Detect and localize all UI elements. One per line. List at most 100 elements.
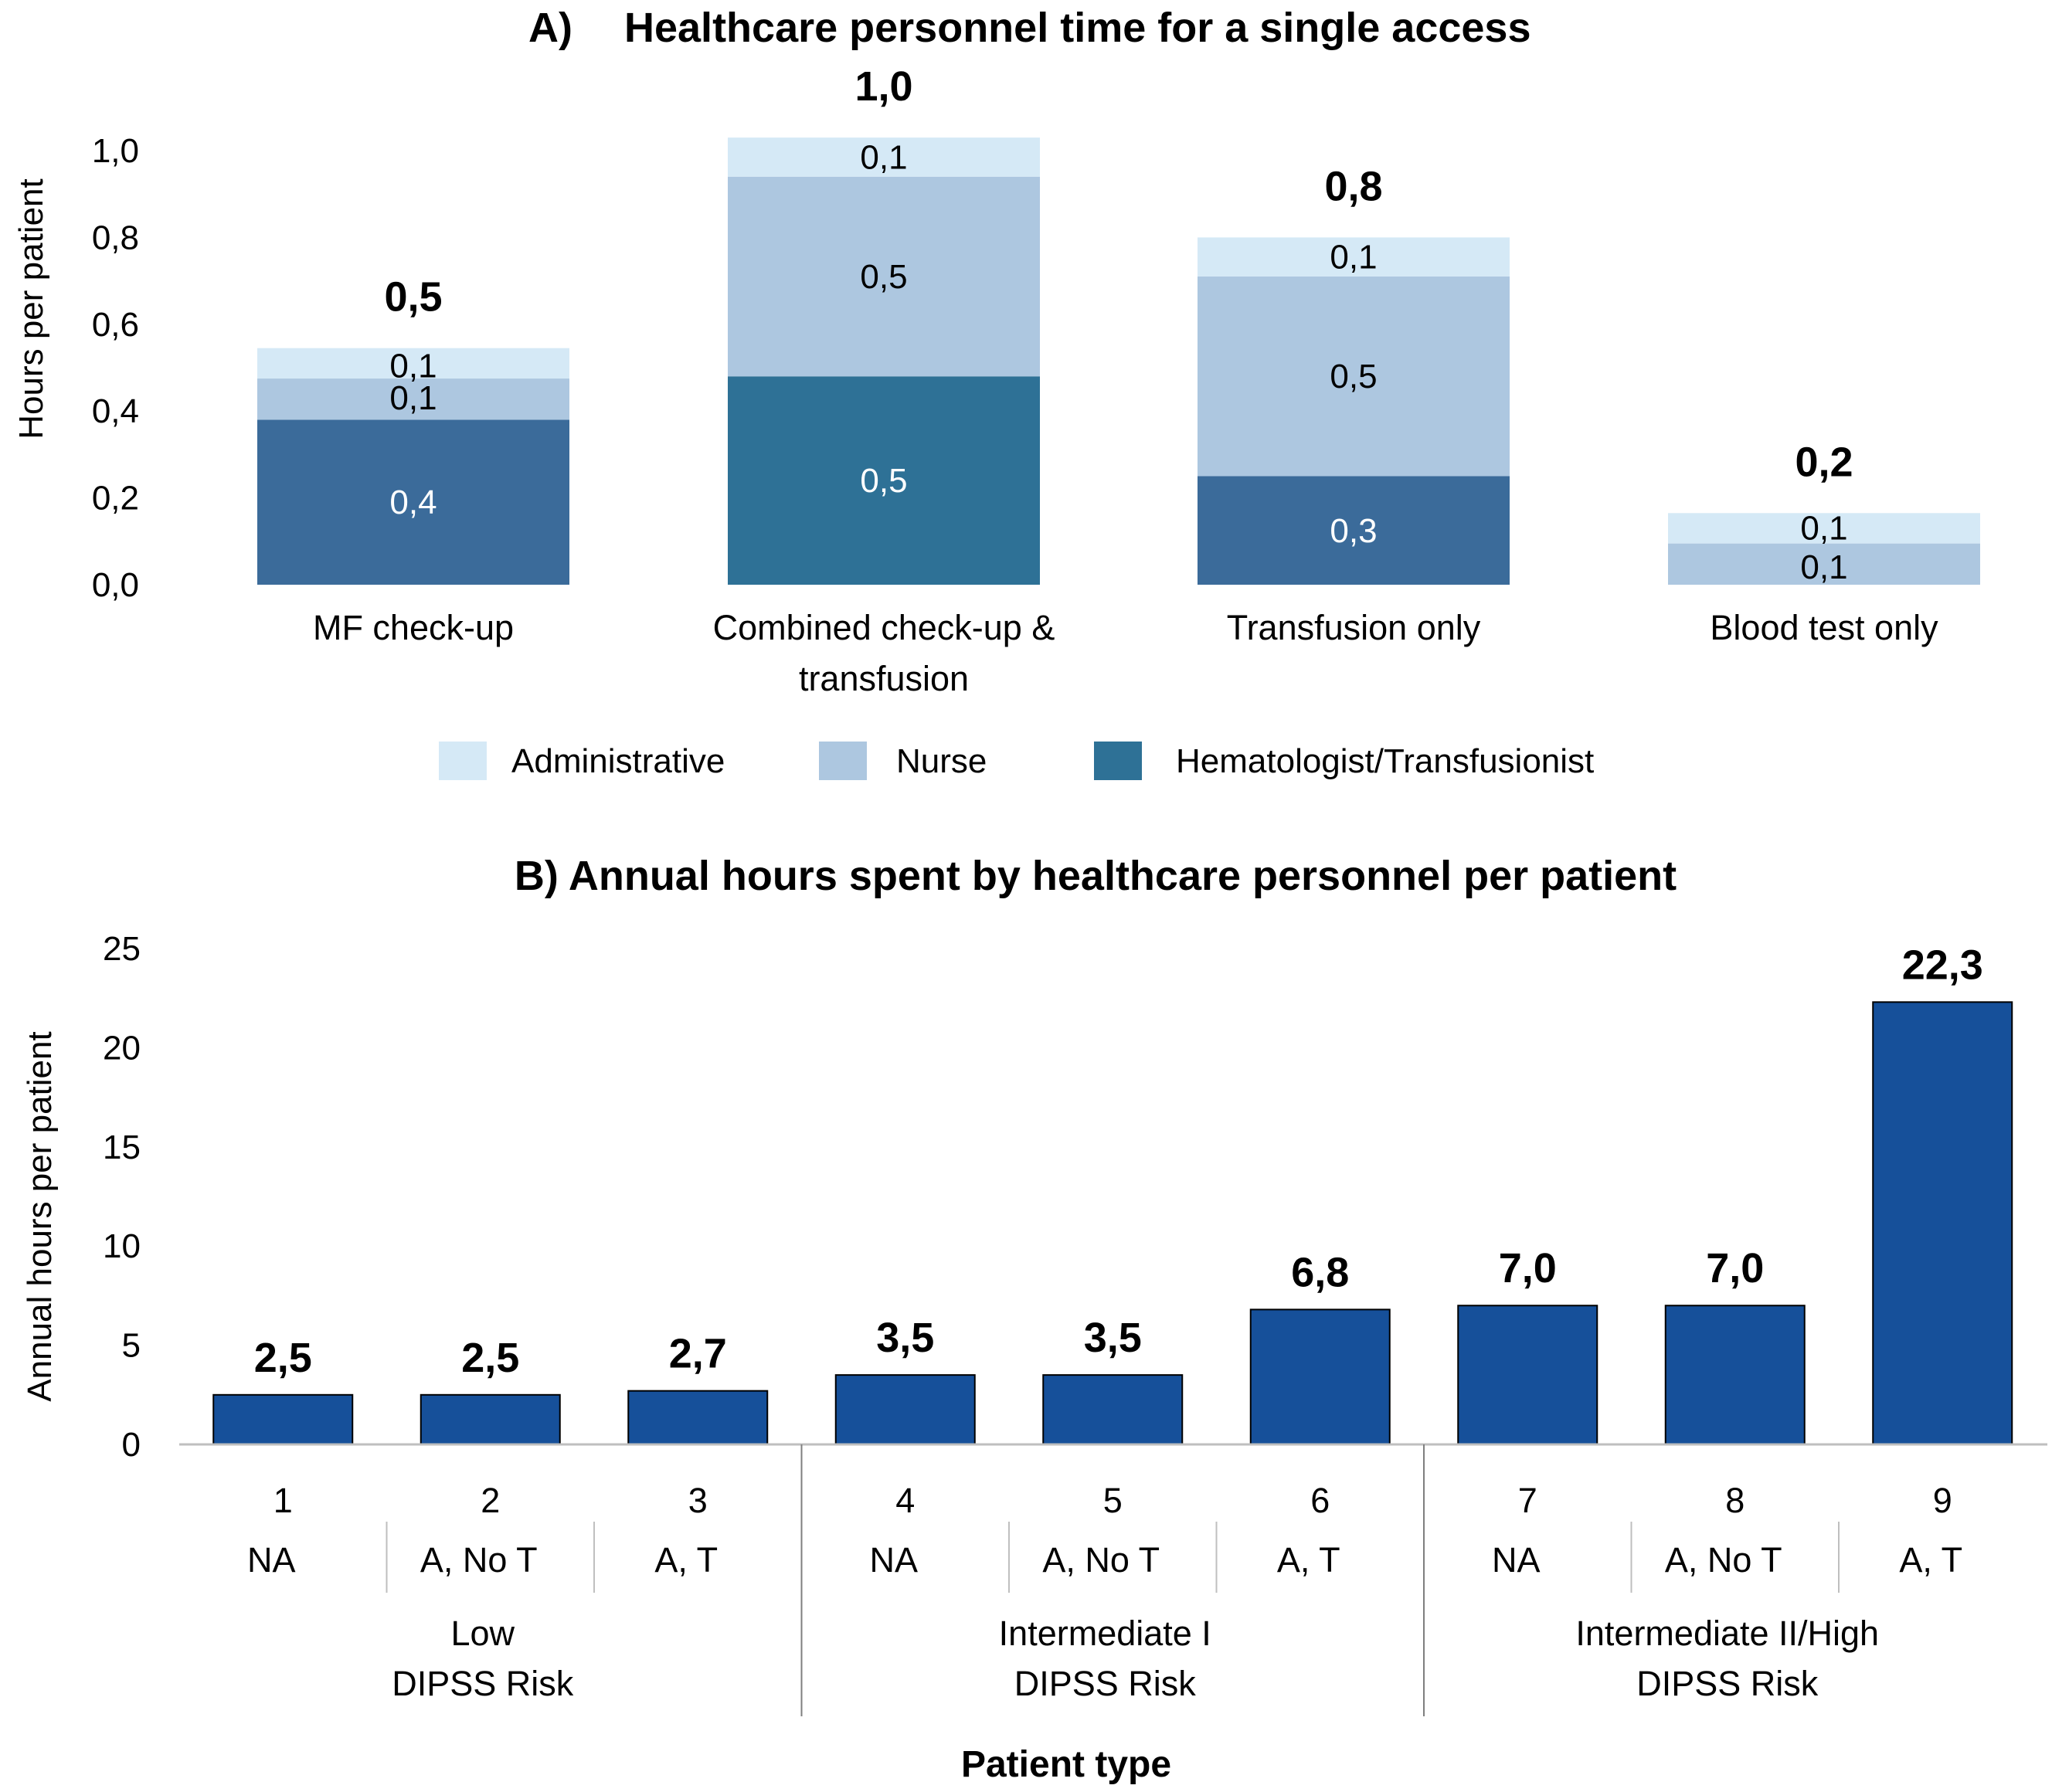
panel-b-value-label: 7,0 (1706, 1245, 1764, 1291)
panel-b-group-labels: Low DIPSS Risk Intermediate I DIPSS Risk Int… (392, 1614, 1879, 1703)
panel-a: A) Healthcare personnel time for a singl… (12, 5, 1980, 780)
panel-b-subcategory-label: NA (869, 1540, 918, 1580)
panel-a-y-tick-label: 1,0 (92, 132, 139, 170)
panel-b-group-label: Intermediate II/High (1575, 1614, 1879, 1653)
panel-a-y-tick-label: 0,6 (92, 306, 139, 344)
panel-b-bar (627, 1390, 769, 1445)
panel-b-category-number: 7 (1518, 1481, 1537, 1520)
panel-b-bar (1042, 1374, 1184, 1445)
panel-a-segment-value-label: 0,3 (1330, 512, 1377, 550)
legend-label-administrative: Administrative (511, 742, 725, 780)
panel-b-title: B) Annual hours spent by healthcare pers… (515, 853, 1677, 899)
panel-b-subcategory-label: A, T (654, 1540, 718, 1580)
panel-b-x-axis-label: Patient type (961, 1744, 1171, 1785)
panel-b-group-label: DIPSS Risk (392, 1664, 574, 1703)
panel-b-dividers (386, 1444, 1840, 1716)
panel-b-bar (1872, 1001, 2013, 1446)
panel-a-segment-value-label: 0,1 (389, 379, 437, 417)
panel-b-value-label: 3,5 (876, 1315, 934, 1361)
legend-label-hematologist: Hematologist/Transfusionist (1176, 742, 1594, 780)
panel-a-segment-value-label: 0,4 (389, 484, 437, 521)
panel-b-y-tick-label: 5 (122, 1327, 141, 1365)
panel-a-bar-segment-hematologist-transfusionist (728, 376, 1040, 585)
panel-b-category-number: 5 (1103, 1481, 1123, 1520)
panel-b-subcategory-label: A, No T (420, 1540, 538, 1580)
panel-a-bar-segment-administrative (1198, 237, 1510, 277)
panel-a-y-tick-label: 0,0 (92, 566, 139, 604)
legend-swatch-nurse (819, 742, 867, 780)
panel-a-segment-labels: 0,40,10,10,50,50,10,30,50,10,10,1 (389, 138, 1847, 586)
panel-a-title-letter: A) (528, 5, 572, 51)
panel-a-title: Healthcare personnel time for a single a… (624, 5, 1531, 51)
panel-a-segment-value-label: 0,1 (860, 138, 907, 176)
panel-a-y-tick-label: 0,2 (92, 480, 139, 518)
panel-a-bar-segment-nurse (1198, 276, 1510, 477)
panel-b: B) Annual hours spent by healthcare pers… (21, 853, 2047, 1785)
panel-a-total-label: 1,0 (854, 63, 912, 110)
panel-a-total-labels: 0,5 1,0 0,8 0,2 (384, 63, 1853, 485)
panel-a-y-axis-label: Hours per patient (12, 178, 50, 440)
panel-b-category-labels: 1 NA 2 A, No T 3 A, T 4 NA 5 A, No T 6 A, T 7 NA 8 A, N… (247, 1481, 1962, 1580)
panel-a-y-ticks: 0,0 0,2 0,4 0,6 0,8 1,0 (92, 132, 139, 604)
panel-b-bars (212, 1001, 2013, 1446)
panel-b-category-number: 9 (1933, 1481, 1952, 1520)
panel-a-bars (257, 137, 1980, 585)
panel-a-y-tick-label: 0,8 (92, 219, 139, 256)
panel-b-bar (1457, 1305, 1598, 1445)
panel-b-subcategory-label: A, No T (1042, 1540, 1160, 1580)
panel-b-group-label: DIPSS Risk (1014, 1664, 1197, 1703)
panel-a-segment-value-label: 0,1 (389, 348, 437, 385)
panel-a-segment-value-label: 0,1 (1800, 509, 1847, 547)
panel-a-segment-value-label: 0,5 (860, 258, 907, 296)
panel-a-category-label: MF check-up (313, 608, 514, 647)
panel-b-y-ticks: 0 5 10 15 20 25 (103, 930, 141, 1464)
panel-b-value-label: 3,5 (1084, 1315, 1142, 1361)
panel-b-value-labels: 2,5 2,5 2,7 3,5 3,5 6,8 7,0 7,0 22,3 (254, 942, 1983, 1380)
panel-b-subcategory-label: NA (1492, 1540, 1541, 1580)
panel-b-group-label: Low (450, 1614, 515, 1653)
panel-a-total-label: 0,8 (1324, 163, 1382, 209)
panel-b-bar (1664, 1305, 1806, 1445)
panel-a-segment-value-label: 0,1 (1800, 548, 1847, 586)
panel-b-subcategory-label: NA (247, 1540, 296, 1580)
panel-a-y-tick-label: 0,4 (92, 392, 139, 430)
panel-b-bar (212, 1393, 354, 1446)
panel-b-y-axis-label: Annual hours per patient (21, 1031, 59, 1401)
panel-a-legend: Administrative Nurse Hematologist/Transf… (439, 742, 1594, 780)
panel-a-total-label: 0,5 (384, 274, 442, 321)
panel-a-bar-segment-nurse (1668, 543, 1980, 585)
panel-b-category-number: 6 (1310, 1481, 1330, 1520)
panel-b-bar (420, 1393, 561, 1446)
panel-b-category-number: 2 (481, 1481, 500, 1520)
panel-a-category-label: transfusion (799, 659, 969, 698)
panel-a-category-label: Combined check-up & (713, 608, 1055, 647)
panel-a-segment-value-label: 0,5 (1330, 358, 1377, 395)
panel-b-y-tick-label: 25 (103, 930, 141, 968)
panel-b-bar (1249, 1308, 1391, 1445)
panel-b-subcategory-label: A, T (1277, 1540, 1340, 1580)
panel-a-category-label: Blood test only (1710, 608, 1938, 647)
panel-b-subcategory-label: A, T (1899, 1540, 1962, 1580)
panel-b-y-tick-label: 20 (103, 1029, 141, 1067)
panel-a-bar-segment-nurse (728, 176, 1040, 377)
panel-a-bar-segment-administrative (1668, 513, 1980, 544)
legend-label-nurse: Nurse (896, 742, 987, 780)
legend-swatch-hematologist (1094, 742, 1142, 780)
panel-a-segment-value-label: 0,5 (860, 462, 907, 500)
panel-b-bar (834, 1374, 976, 1445)
panel-a-category-label: Transfusion only (1227, 608, 1481, 647)
panel-a-bar-segment-hematologist-transfusionist (257, 419, 569, 585)
panel-b-y-tick-label: 0 (122, 1426, 141, 1464)
panel-b-value-label: 2,5 (461, 1335, 519, 1381)
panel-b-value-label: 6,8 (1291, 1249, 1349, 1295)
panel-b-value-label: 2,7 (669, 1331, 727, 1377)
panel-b-group-label: DIPSS Risk (1636, 1664, 1819, 1703)
panel-a-total-label: 0,2 (1795, 439, 1853, 485)
panel-a-bar-segment-hematologist-transfusionist (1198, 476, 1510, 585)
panel-a-category-labels: MF check-up Combined check-up & transfusio… (313, 608, 1938, 698)
legend-swatch-administrative (439, 742, 487, 780)
panel-b-category-number: 1 (273, 1481, 293, 1520)
panel-a-bar-segment-nurse (257, 378, 569, 420)
panel-b-value-label: 22,3 (1902, 942, 1983, 988)
